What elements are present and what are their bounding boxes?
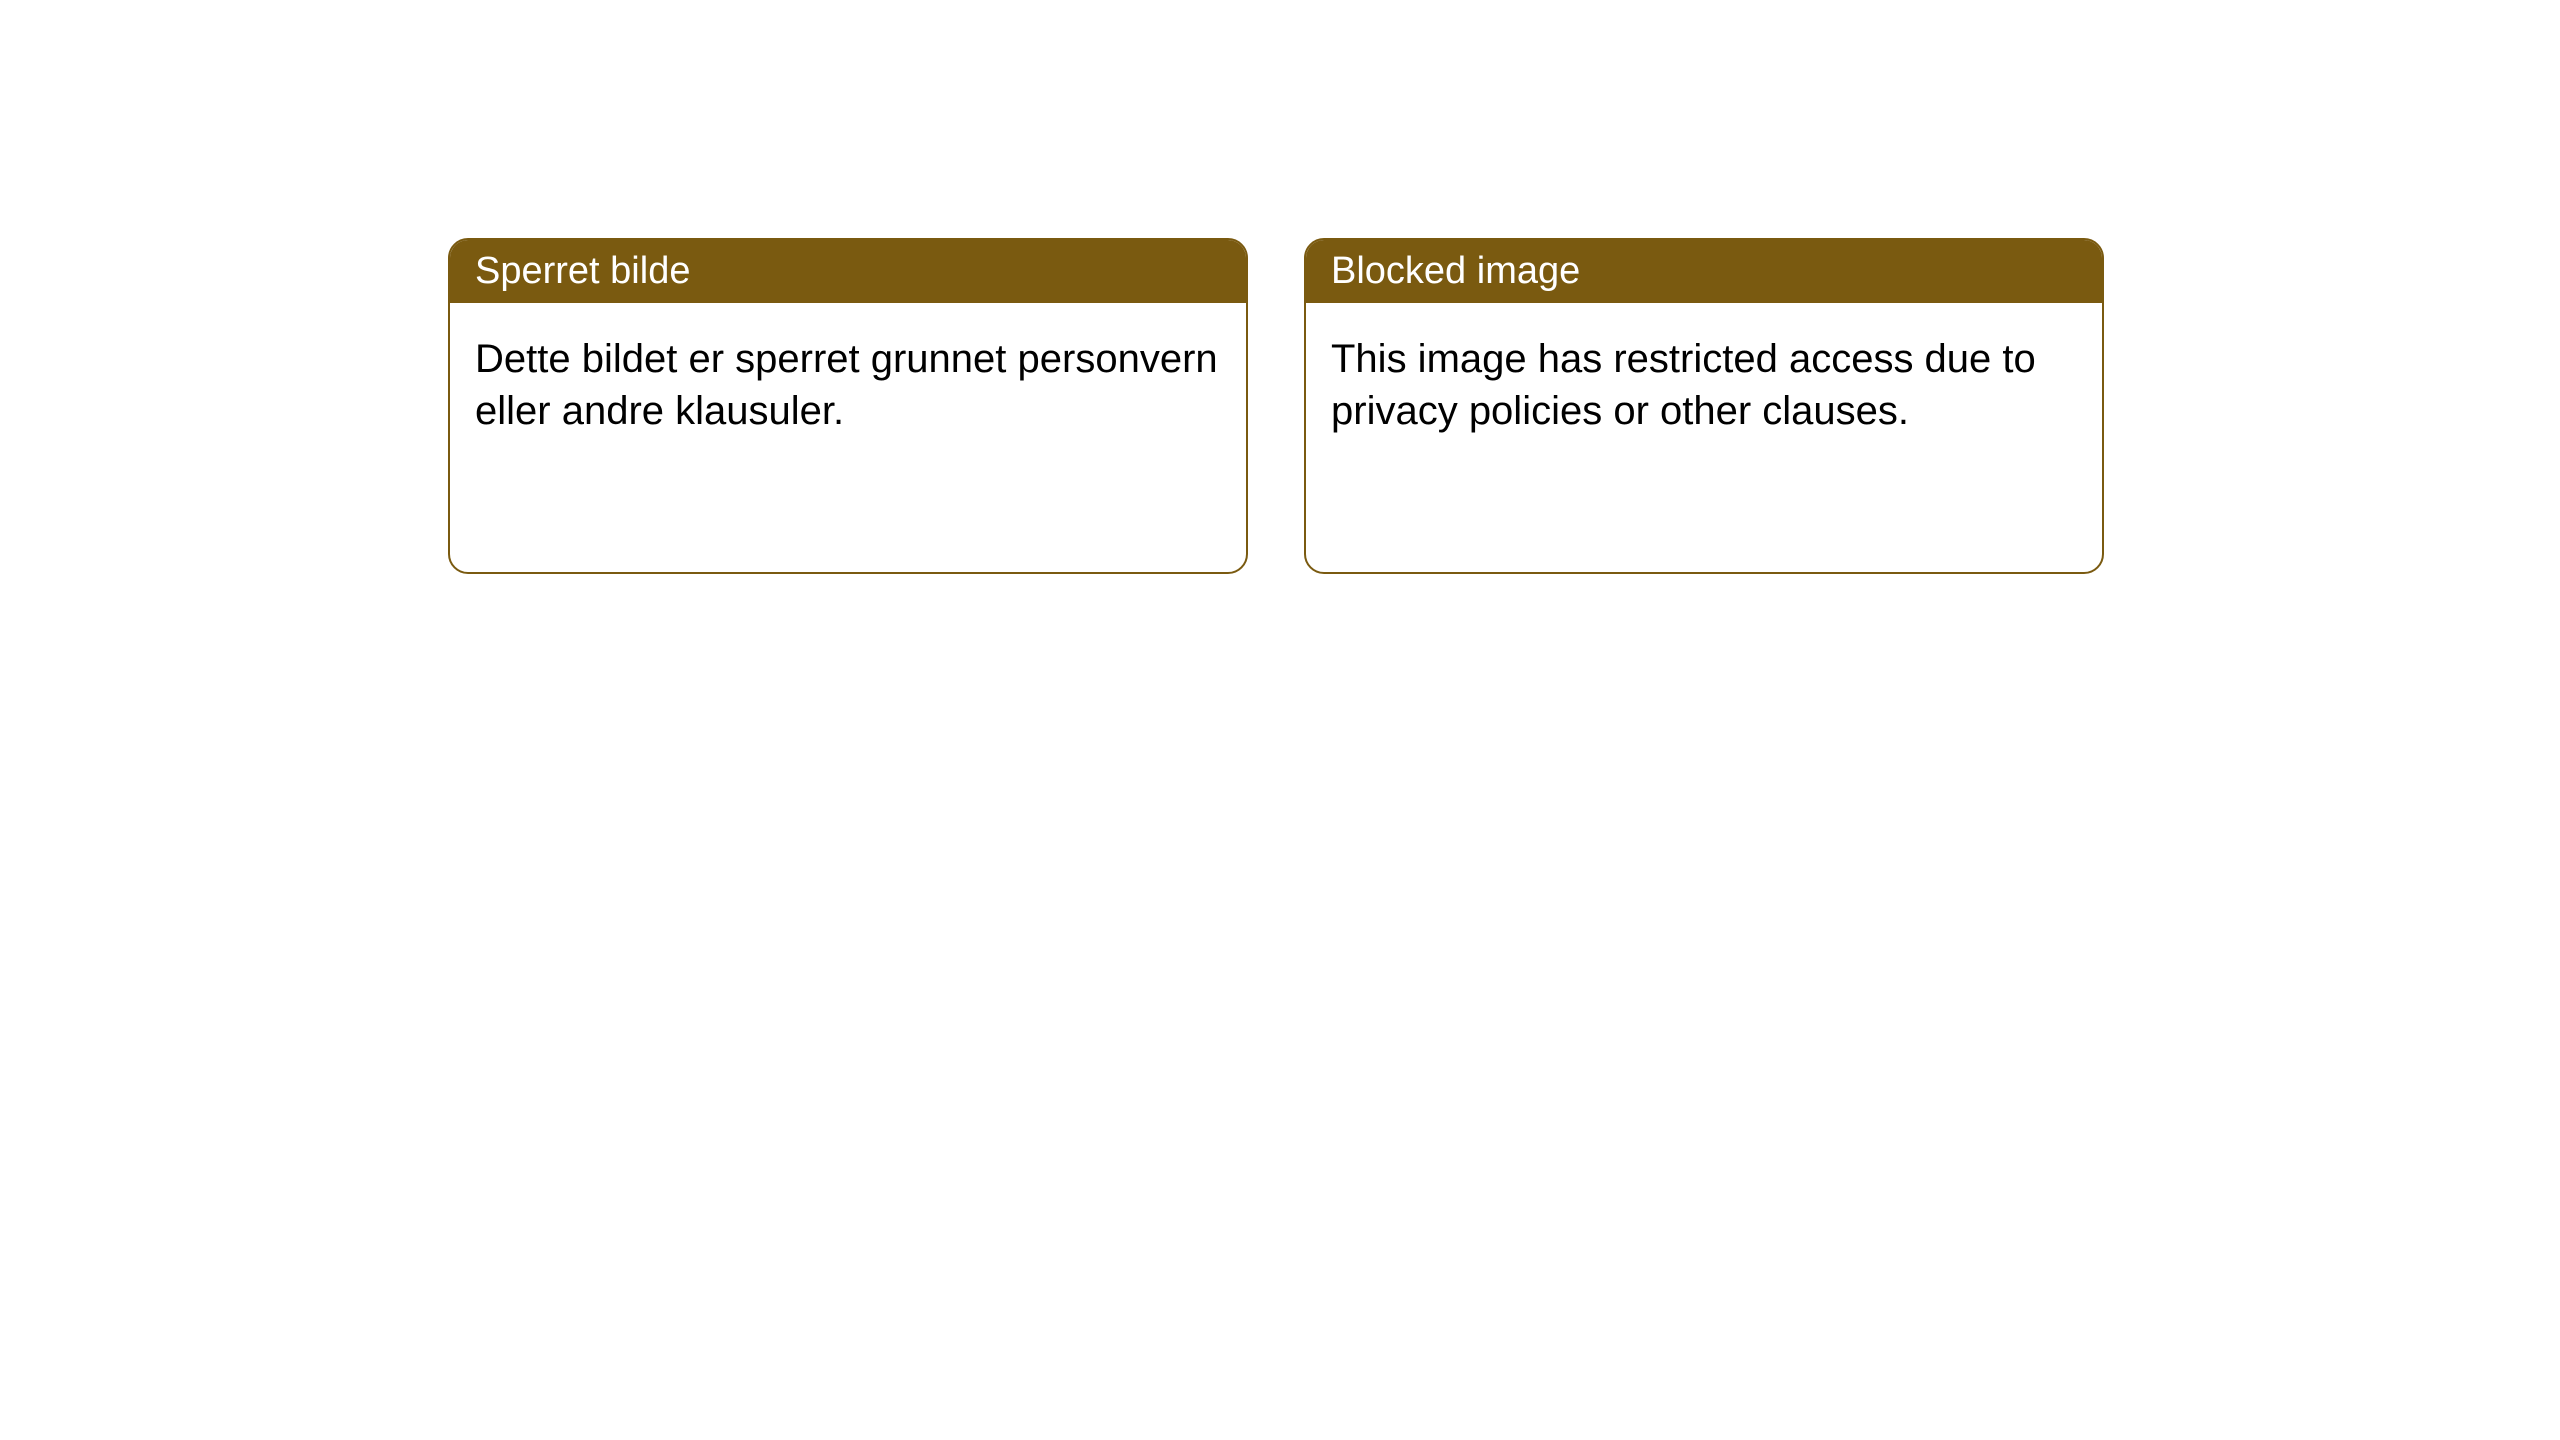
notice-body-english: This image has restricted access due to … [1306, 303, 2102, 457]
notice-body-norwegian: Dette bildet er sperret grunnet personve… [450, 303, 1246, 457]
notice-card-norwegian: Sperret bilde Dette bildet er sperret gr… [448, 238, 1248, 574]
notice-header-norwegian: Sperret bilde [450, 240, 1246, 303]
notice-container: Sperret bilde Dette bildet er sperret gr… [0, 0, 2560, 574]
notice-header-english: Blocked image [1306, 240, 2102, 303]
notice-card-english: Blocked image This image has restricted … [1304, 238, 2104, 574]
